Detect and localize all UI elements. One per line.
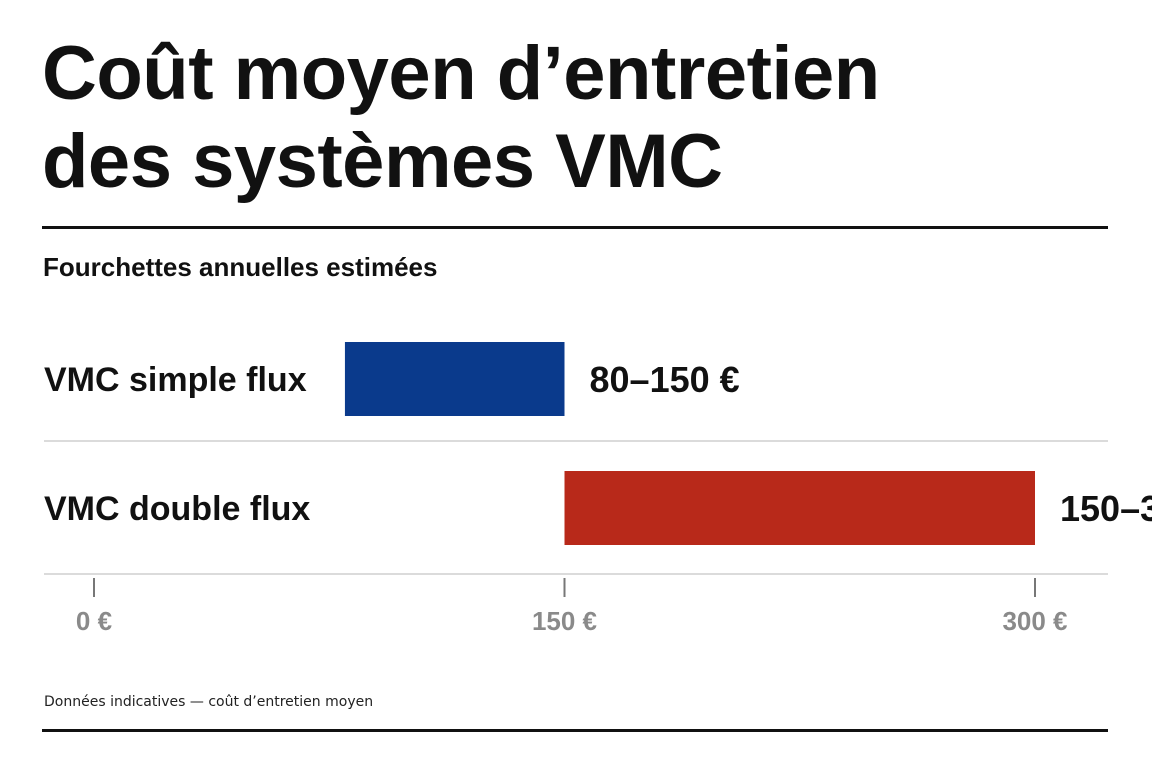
bar-chart: VMC simple flux 80–150 € VMC double flux 15… [44, 342, 1152, 636]
title-divider [42, 226, 1108, 229]
footnote: Données indicatives — coût d’entretien m… [44, 694, 374, 710]
category-label: VMC simple flux [44, 361, 307, 399]
title-line-1: Coût moyen d’entretien [42, 31, 880, 116]
x-tick-label: 0 € [76, 606, 112, 636]
value-label: 150–300 € [1060, 488, 1152, 529]
title-line-2: des systèmes VMC [42, 119, 723, 204]
x-tick-label: 150 € [532, 606, 597, 636]
category-label: VMC double flux [44, 490, 310, 528]
value-label: 80–150 € [590, 359, 740, 400]
chart-title: Coût moyen d’entretien des systèmes VMC [42, 30, 1102, 206]
bar-1 [344, 342, 565, 416]
chart-subtitle: Fourchettes annuelles estimées [43, 252, 438, 282]
x-tick-label: 300 € [1002, 606, 1067, 636]
footer-divider [42, 729, 1108, 732]
bar-2 [564, 471, 1035, 545]
